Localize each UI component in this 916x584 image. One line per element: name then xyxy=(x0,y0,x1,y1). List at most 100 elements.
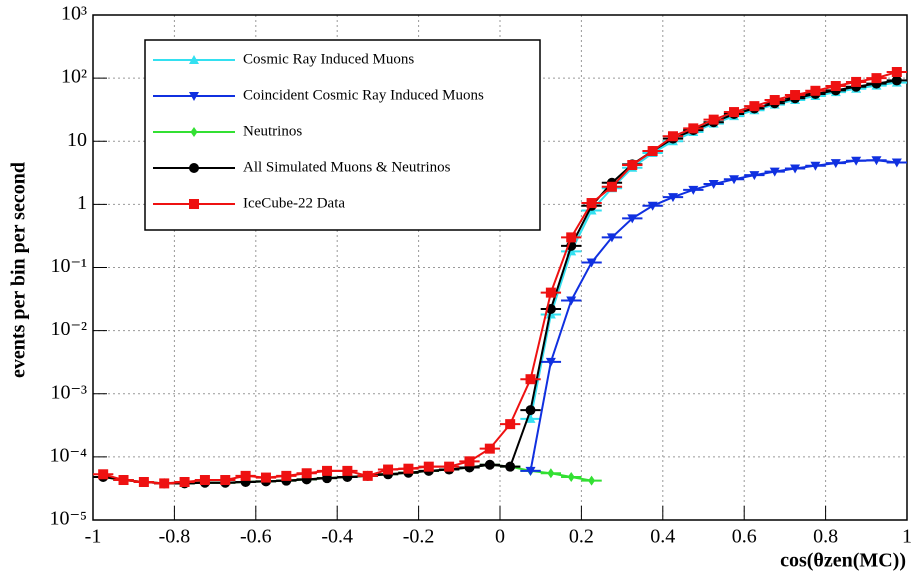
marker xyxy=(301,468,312,479)
marker xyxy=(688,123,699,134)
legend-label: IceCube-22 Data xyxy=(243,195,345,211)
series xyxy=(520,156,907,476)
series-line xyxy=(529,81,897,420)
y-tick-label: 10 xyxy=(67,129,87,151)
marker xyxy=(484,443,495,454)
marker xyxy=(667,193,678,203)
marker xyxy=(484,459,495,470)
marker xyxy=(545,357,556,367)
marker xyxy=(118,475,129,486)
marker xyxy=(260,472,271,483)
y-tick-label: 10⁻² xyxy=(50,318,87,340)
x-tick-label: 0.4 xyxy=(650,526,675,548)
marker xyxy=(199,475,210,486)
plot-frame xyxy=(92,14,908,521)
marker xyxy=(138,476,149,487)
marker xyxy=(547,468,555,479)
marker xyxy=(220,475,231,486)
marker xyxy=(179,476,190,487)
marker xyxy=(525,466,536,476)
marker xyxy=(586,198,597,209)
y-tick-label: 10³ xyxy=(61,3,87,25)
x-tick-label: -1 xyxy=(85,526,102,548)
legend-box xyxy=(144,39,541,231)
x-tick-label: 0.6 xyxy=(732,526,757,548)
series-line xyxy=(529,159,897,472)
marker xyxy=(342,465,353,476)
marker xyxy=(189,199,199,209)
marker xyxy=(729,175,740,185)
legend-label: Cosmic Ray Induced Muons xyxy=(243,51,414,67)
marker xyxy=(871,156,882,166)
marker xyxy=(567,471,575,482)
marker xyxy=(444,461,455,472)
x-axis-label: cos(θzen(MC)) xyxy=(780,550,906,572)
legend-label: All Simulated Muons & Neutrinos xyxy=(243,159,451,175)
marker xyxy=(322,465,333,476)
marker xyxy=(240,470,251,481)
marker xyxy=(586,258,597,268)
x-tick-label: -0.4 xyxy=(321,526,353,548)
marker xyxy=(505,461,516,472)
marker xyxy=(708,180,719,190)
marker xyxy=(606,233,617,243)
marker xyxy=(891,67,902,78)
marker xyxy=(566,232,577,243)
marker xyxy=(769,167,780,177)
marker xyxy=(647,201,658,211)
y-tick-label: 10⁻³ xyxy=(50,381,87,403)
marker xyxy=(627,214,638,224)
marker xyxy=(189,55,199,64)
y-tick-label: 10⁻¹ xyxy=(50,255,87,277)
marker xyxy=(891,75,902,86)
x-tick-label: 0.8 xyxy=(813,526,838,548)
x-tick-label: 1 xyxy=(902,526,912,548)
marker xyxy=(189,92,199,101)
legend-label: Coincident Cosmic Ray Induced Muons xyxy=(243,87,484,103)
marker xyxy=(281,470,292,481)
y-tick-label: 1 xyxy=(77,192,87,214)
series xyxy=(93,67,907,489)
legend-label: Neutrinos xyxy=(243,123,302,139)
marker xyxy=(830,81,841,92)
marker xyxy=(588,475,596,486)
marker xyxy=(769,95,780,106)
x-tick-label: -0.8 xyxy=(159,526,191,548)
marker xyxy=(159,478,170,489)
marker xyxy=(790,90,801,101)
marker xyxy=(362,470,373,481)
marker xyxy=(891,158,902,168)
marker xyxy=(505,419,516,430)
marker xyxy=(667,131,678,142)
marker xyxy=(464,456,475,467)
marker xyxy=(525,405,536,416)
marker xyxy=(525,413,536,423)
marker xyxy=(647,146,658,157)
marker xyxy=(749,101,760,112)
marker xyxy=(810,85,821,96)
marker xyxy=(525,374,536,385)
marker xyxy=(851,156,862,166)
marker xyxy=(423,461,434,472)
marker xyxy=(810,161,821,171)
x-tick-label: 0 xyxy=(495,526,505,548)
marker xyxy=(729,107,740,118)
marker xyxy=(851,76,862,87)
marker xyxy=(190,127,198,137)
series xyxy=(520,77,907,423)
marker xyxy=(566,296,577,306)
x-tick-label: -0.6 xyxy=(240,526,272,548)
marker xyxy=(189,163,199,173)
y-axis-label: events per bin per second xyxy=(8,162,30,378)
marker xyxy=(749,171,760,181)
marker xyxy=(545,287,556,298)
marker xyxy=(830,159,841,169)
marker xyxy=(627,160,638,171)
marker xyxy=(688,185,699,195)
marker xyxy=(383,464,394,475)
y-tick-label: 10⁻⁵ xyxy=(49,508,87,530)
marker xyxy=(790,164,801,174)
x-tick-label: -0.2 xyxy=(403,526,435,548)
